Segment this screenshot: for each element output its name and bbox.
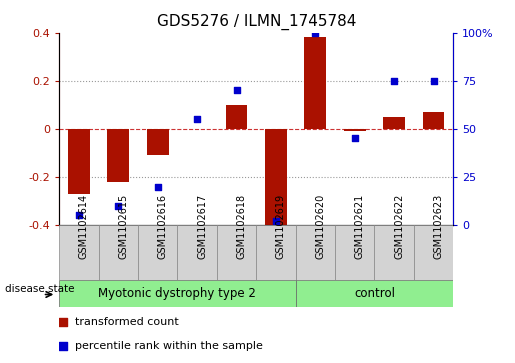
Point — [59, 343, 67, 348]
Text: control: control — [354, 287, 395, 299]
Bar — [177, 225, 217, 280]
Point — [75, 213, 83, 219]
Bar — [138, 225, 177, 280]
Text: Myotonic dystrophy type 2: Myotonic dystrophy type 2 — [98, 287, 256, 299]
Bar — [147, 129, 168, 155]
Text: transformed count: transformed count — [75, 317, 179, 327]
Bar — [59, 225, 99, 280]
Bar — [59, 280, 296, 307]
Bar — [99, 225, 138, 280]
Bar — [414, 225, 453, 280]
Point — [193, 116, 201, 122]
Text: GSM1102614: GSM1102614 — [79, 194, 89, 259]
Point — [311, 30, 319, 36]
Bar — [423, 112, 444, 129]
Point — [272, 218, 280, 224]
Text: GSM1102619: GSM1102619 — [276, 194, 286, 259]
Point — [351, 136, 359, 142]
Bar — [226, 105, 247, 129]
Text: GSM1102621: GSM1102621 — [355, 194, 365, 259]
Bar — [383, 117, 405, 129]
Text: GSM1102623: GSM1102623 — [434, 194, 443, 259]
Point — [430, 78, 438, 84]
Bar — [344, 129, 366, 131]
Bar — [374, 225, 414, 280]
Bar — [68, 129, 90, 194]
Text: GSM1102620: GSM1102620 — [315, 194, 325, 259]
Text: GSM1102622: GSM1102622 — [394, 194, 404, 260]
Text: disease state: disease state — [5, 285, 75, 294]
Text: GSM1102617: GSM1102617 — [197, 194, 207, 259]
Bar — [256, 225, 296, 280]
Bar — [217, 225, 256, 280]
Bar — [304, 37, 326, 129]
Text: percentile rank within the sample: percentile rank within the sample — [75, 341, 263, 351]
Bar — [265, 129, 287, 225]
Bar — [108, 129, 129, 182]
Point — [390, 78, 398, 84]
Bar — [335, 225, 374, 280]
Point — [114, 203, 123, 209]
Text: GSM1102618: GSM1102618 — [236, 194, 247, 259]
Title: GDS5276 / ILMN_1745784: GDS5276 / ILMN_1745784 — [157, 14, 356, 30]
Point — [59, 319, 67, 325]
Text: GSM1102616: GSM1102616 — [158, 194, 168, 259]
Text: GSM1102615: GSM1102615 — [118, 194, 128, 259]
Point — [153, 184, 162, 189]
Bar — [296, 280, 453, 307]
Point — [232, 87, 241, 93]
Bar — [296, 225, 335, 280]
